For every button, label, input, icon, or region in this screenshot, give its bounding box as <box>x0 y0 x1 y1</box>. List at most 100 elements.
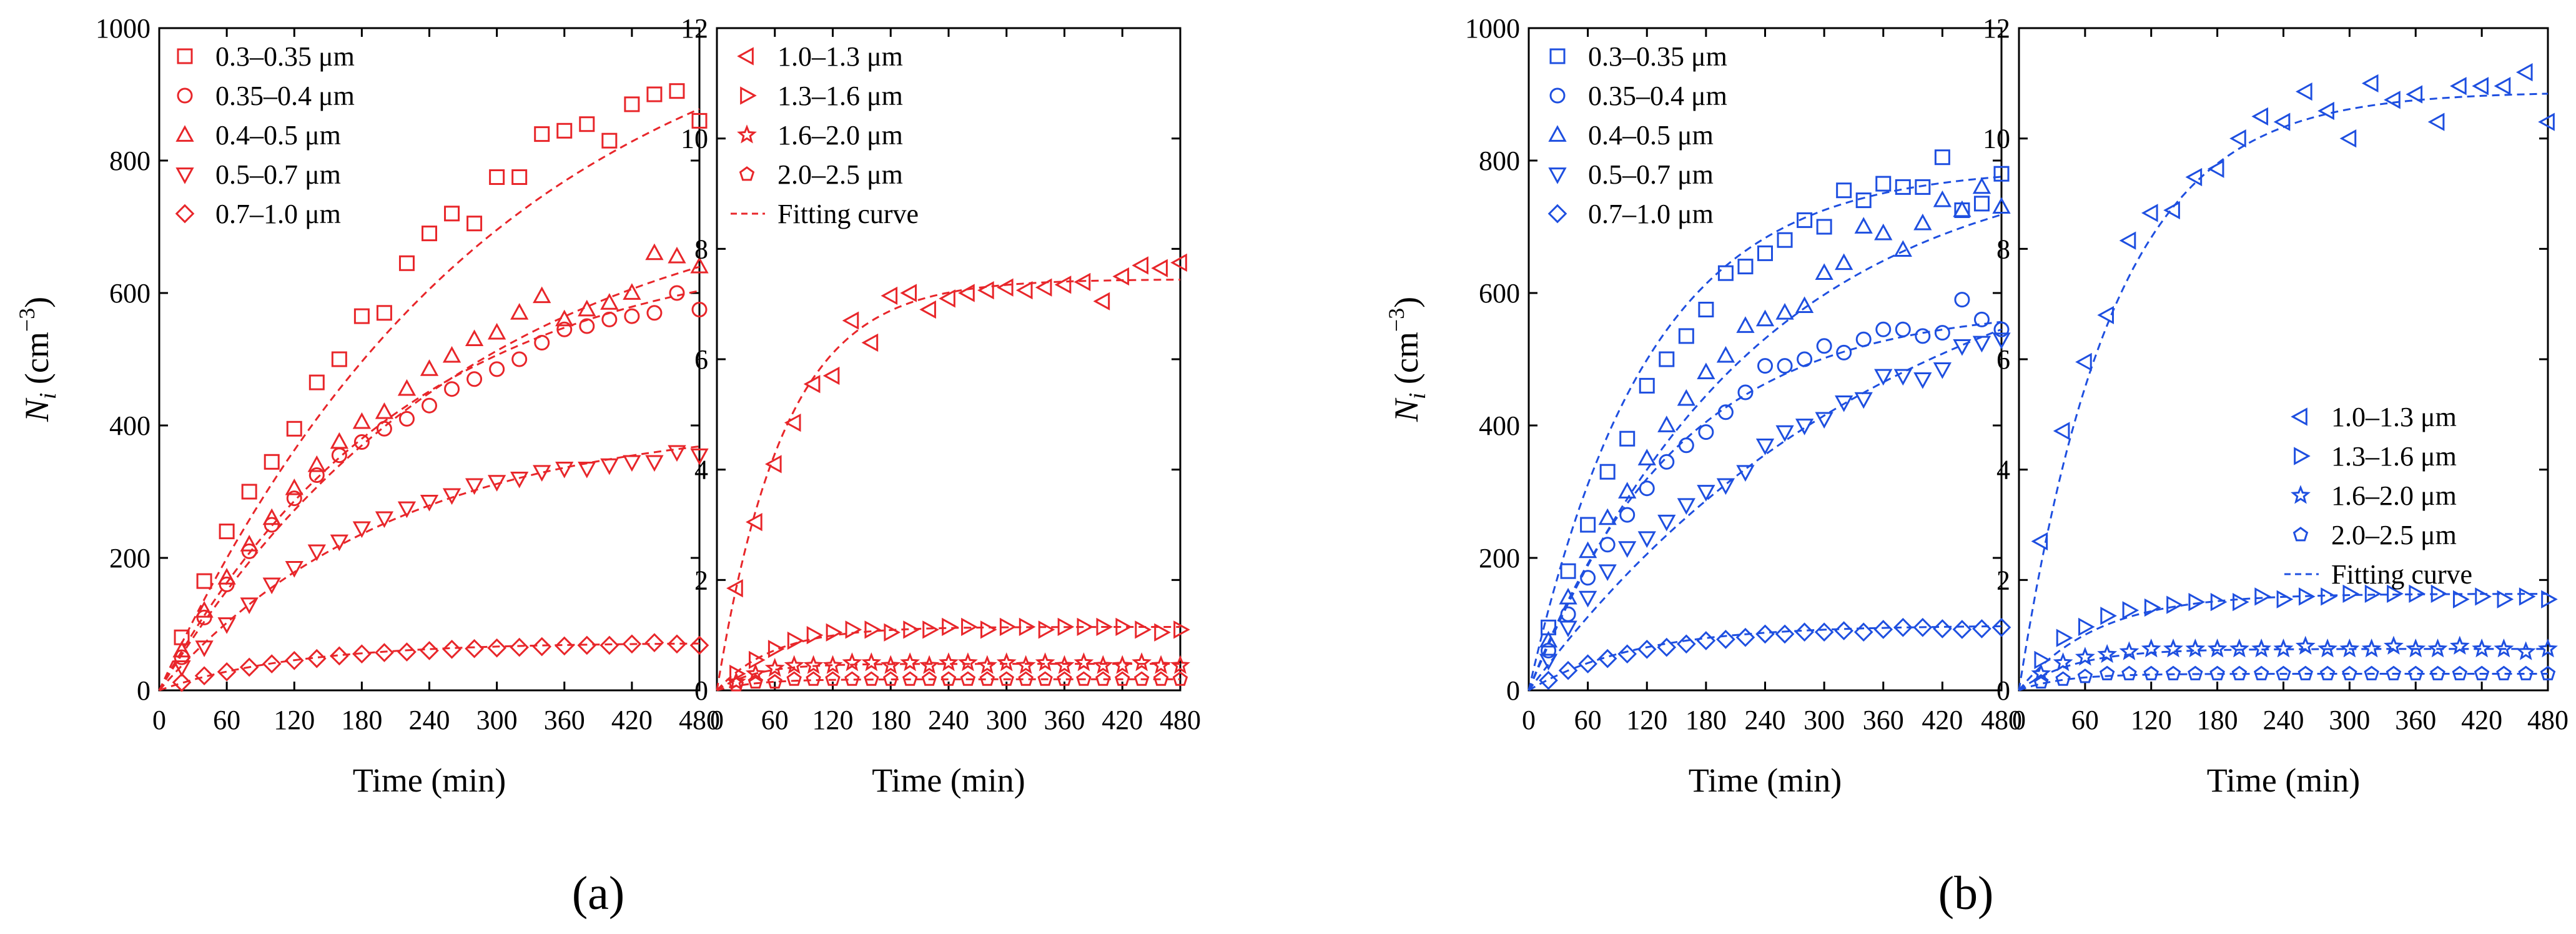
data-point <box>1893 617 1913 637</box>
data-point <box>262 654 282 673</box>
data-point <box>1539 630 1558 648</box>
data-point <box>398 255 415 271</box>
data-point <box>2078 617 2095 637</box>
data-point <box>264 454 280 470</box>
data-point <box>1597 648 1617 668</box>
data-point <box>2207 159 2224 178</box>
data-point <box>330 432 348 449</box>
x-tick-label: 240 <box>409 705 450 735</box>
series-0-5-0-7-m <box>1527 328 2011 691</box>
data-point <box>1954 292 1970 308</box>
data-point <box>577 635 597 655</box>
data-point <box>1875 321 1892 337</box>
data-point <box>1953 339 1971 356</box>
data-point <box>786 671 802 686</box>
data-point <box>2075 352 2092 372</box>
data-point <box>1580 570 1596 586</box>
data-point <box>285 561 303 578</box>
data-point <box>691 302 708 317</box>
data-point <box>1132 652 1152 672</box>
legend: 1.0–1.3 μm 1.3–1.6 μm 1.6–2.0 μm 2.0–2.5 μm… <box>731 41 919 229</box>
data-point <box>1560 606 1576 622</box>
fitting-curve <box>716 663 1180 692</box>
y-axis-title-symbol: N <box>18 397 56 422</box>
data-point <box>195 640 214 657</box>
y-tick-label: 10 <box>1983 124 2010 154</box>
data-point <box>353 308 370 324</box>
data-point <box>420 641 439 660</box>
data-point <box>2339 129 2357 148</box>
legend-marker <box>177 48 193 64</box>
x-tick-label: 300 <box>2329 705 2370 735</box>
data-point <box>2253 665 2269 680</box>
data-point <box>1151 259 1168 277</box>
data-point <box>822 655 843 674</box>
data-point <box>881 655 901 674</box>
data-point <box>644 633 664 653</box>
series-0-5-0-7-m <box>158 445 709 691</box>
fitting-curve <box>2018 92 2549 691</box>
y-tick-label: 8 <box>1996 234 2010 264</box>
x-tick-label: 60 <box>2071 705 2099 735</box>
y-axis-title-subscript: i <box>1404 393 1431 400</box>
data-point <box>980 620 997 639</box>
data-point <box>1972 335 1991 353</box>
data-point <box>1170 655 1190 674</box>
data-point <box>1619 430 1636 447</box>
data-point <box>2515 641 2536 660</box>
data-point <box>2122 601 2139 620</box>
data-point <box>2273 638 2294 658</box>
data-point <box>2233 593 2249 612</box>
data-point <box>2210 593 2228 612</box>
x-tick-label: 180 <box>1685 705 1727 735</box>
data-point <box>1915 328 1931 344</box>
data-point <box>511 169 528 185</box>
fitting-curve <box>1527 328 2002 691</box>
data-point <box>2165 665 2181 680</box>
legend-marker <box>739 166 755 181</box>
legend-fit-label: Fitting curve <box>777 199 919 229</box>
data-point <box>864 620 882 639</box>
data-point <box>1755 438 1775 455</box>
data-point <box>2497 590 2514 609</box>
data-point <box>286 420 302 437</box>
data-point <box>1895 179 1911 195</box>
data-point <box>601 132 618 149</box>
data-point <box>444 206 460 222</box>
data-point <box>1073 652 1094 672</box>
legend-entry: 1.6–2.0 μm <box>777 120 903 151</box>
data-point <box>1973 311 1990 327</box>
data-point <box>1855 331 1872 347</box>
fitting-curve <box>1527 320 2002 691</box>
data-point <box>352 412 372 429</box>
data-point <box>646 86 663 102</box>
data-point <box>1755 309 1775 327</box>
data-point <box>2188 593 2206 612</box>
legend-marker <box>1548 167 1567 184</box>
data-point <box>579 116 595 132</box>
data-point <box>2298 587 2316 606</box>
data-point <box>2496 665 2512 680</box>
data-point <box>728 677 744 692</box>
data-point <box>1578 654 1597 673</box>
data-point <box>1073 272 1091 291</box>
data-point <box>826 623 843 642</box>
data-point <box>1855 192 1872 209</box>
data-point <box>2273 112 2291 131</box>
data-point <box>2515 63 2533 82</box>
data-point <box>397 642 417 662</box>
x-tick-label: 120 <box>2131 705 2172 735</box>
data-point <box>2231 665 2248 680</box>
data-point <box>2406 85 2423 104</box>
data-point <box>668 445 686 462</box>
data-point <box>2033 673 2049 689</box>
data-point <box>645 455 664 472</box>
data-point <box>1696 631 1716 650</box>
series-0-7-1-0-m <box>159 633 709 692</box>
y-axis-title-exponent: −3 <box>14 308 39 332</box>
legend-entry: 0.7–1.0 μm <box>215 199 341 229</box>
data-point <box>1019 617 1036 637</box>
data-point <box>900 284 917 302</box>
data-point <box>1599 464 1616 480</box>
data-point <box>1077 617 1094 637</box>
